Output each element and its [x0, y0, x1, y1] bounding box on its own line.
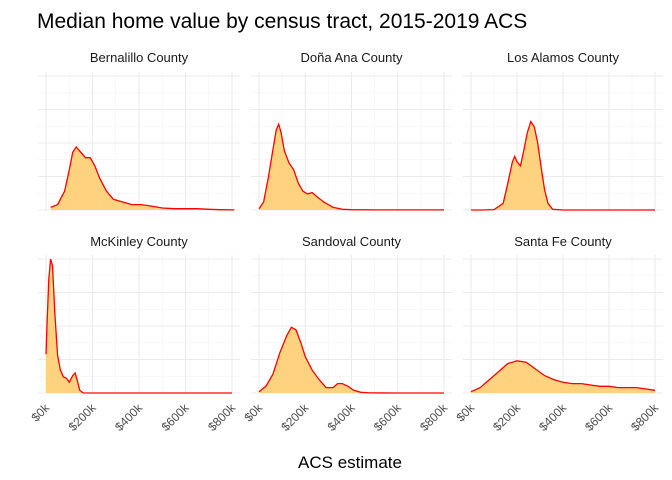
density-area — [471, 360, 655, 393]
density-line — [470, 360, 656, 393]
x-tick-label: $800k — [417, 400, 451, 434]
facet-strip-label: McKinley County — [90, 234, 188, 249]
x-axis-label: ACS estimate — [298, 453, 402, 472]
facet-strip-label: Doña Ana County — [301, 50, 403, 65]
x-tick-label: $800k — [205, 400, 239, 434]
facet-strip-label: Santa Fe County — [514, 234, 612, 249]
density-area — [50, 147, 235, 210]
x-tick-label: $200k — [278, 400, 312, 434]
density-line — [45, 258, 232, 394]
x-tick-label: $0k — [454, 400, 478, 424]
facet-panel: McKinley County $0k $200k $400k $600k $800k — [29, 234, 240, 434]
density-area — [471, 121, 655, 210]
facet-panel: Bernalillo County — [38, 50, 240, 211]
facet-strip-label: Los Alamos County — [507, 50, 620, 65]
x-tick-label: $400k — [536, 400, 570, 434]
x-tick-label: $600k — [371, 400, 405, 434]
facet-strip-label: Bernalillo County — [90, 50, 189, 65]
x-tick-label: $0k — [242, 400, 266, 424]
x-tick-label: $200k — [66, 400, 100, 434]
facet-panel: Doña Ana County — [251, 50, 452, 211]
x-tick-label: $600k — [582, 400, 616, 434]
facet-strip-label: Sandoval County — [302, 234, 402, 249]
x-tick-label: $400k — [112, 400, 146, 434]
facet-panel: Los Alamos County — [463, 50, 663, 211]
density-line — [471, 120, 655, 211]
density-line — [50, 145, 235, 211]
x-tick-label: $600k — [159, 400, 193, 434]
x-tick-label: $800k — [628, 400, 662, 434]
density-area — [259, 327, 444, 393]
x-tick-label: $400k — [325, 400, 359, 434]
x-tick-label: $200k — [490, 400, 524, 434]
density-area — [259, 124, 444, 210]
density-line — [258, 326, 444, 394]
facet-panel: Sandoval County $0k $200k $400k $600k $800k — [242, 234, 452, 434]
x-tick-label: $0k — [29, 400, 53, 424]
facet-grid: Bernalillo County Doña Ana County Los Alam… — [29, 50, 663, 434]
facet-panel: Santa Fe County $0k $200k $400k $600k $800k — [454, 234, 663, 434]
density-area — [46, 259, 232, 393]
density-line — [258, 122, 444, 211]
chart-title: Median home value by census tract, 2015-… — [37, 10, 527, 33]
